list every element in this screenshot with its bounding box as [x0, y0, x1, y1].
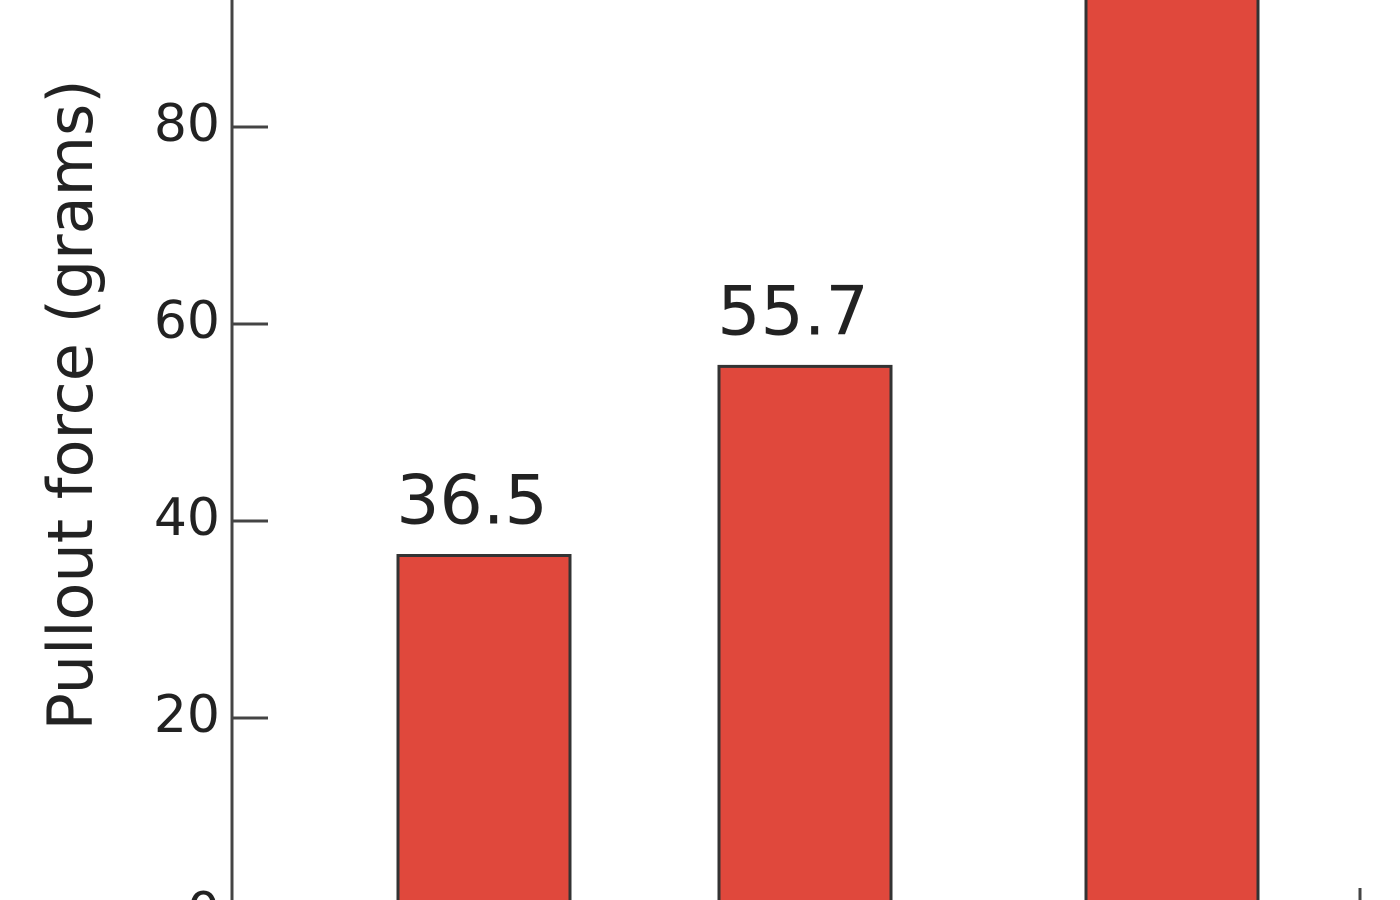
y-tick-label: 0	[187, 882, 220, 900]
bar	[717, 364, 893, 900]
y-tick-label: 40	[154, 488, 220, 548]
y-tick-label: 60	[154, 291, 220, 351]
y-tick-label: 20	[154, 685, 220, 745]
value-label: 36.5	[396, 462, 547, 541]
value-label: 55.7	[717, 272, 868, 351]
y-axis-label: Pullout force (grams)	[34, 79, 107, 730]
y-tick-label: 80	[154, 94, 220, 154]
bar	[396, 554, 572, 900]
bar	[1084, 0, 1260, 900]
